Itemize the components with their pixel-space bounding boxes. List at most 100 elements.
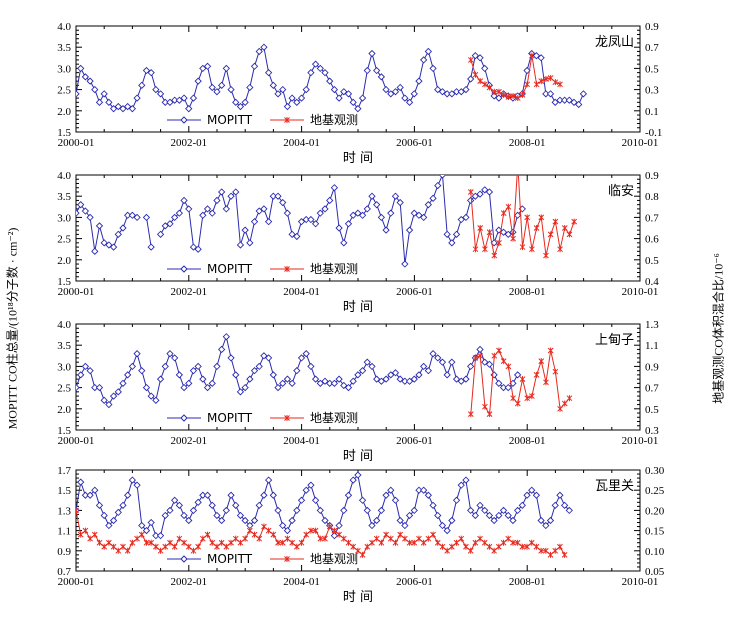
x-axis-label: 时 间 (343, 300, 373, 315)
ground-point (547, 74, 554, 81)
ground-point (561, 225, 568, 231)
mopitt-point (77, 371, 85, 379)
mopitt-point (429, 350, 437, 358)
mopitt-point (114, 102, 122, 111)
ground-point (138, 531, 145, 538)
mopitt-point (109, 516, 118, 525)
y2-tick-label: 0.9 (645, 21, 659, 33)
x-tick-label: 2008-01 (509, 137, 546, 149)
ground-point (153, 543, 159, 550)
ground-point (434, 539, 441, 546)
mopitt-point (420, 213, 428, 222)
mopitt-point (180, 94, 188, 102)
y-tick-label: 1.5 (57, 425, 71, 437)
mopitt-point (171, 96, 179, 104)
series-ground (467, 347, 573, 418)
mopitt-point (77, 478, 85, 486)
ground-point (472, 354, 479, 361)
mopitt-point (443, 90, 451, 98)
y-tick-label: 4.0 (57, 319, 71, 331)
mopitt-point (387, 209, 395, 217)
mopitt-point (180, 196, 188, 205)
ground-point (209, 539, 216, 546)
y-tick-label: 3.0 (57, 212, 71, 224)
ground-point (510, 539, 516, 546)
y2-tick-label: 0.1 (645, 106, 659, 118)
ground-point (514, 539, 521, 546)
y2-tick-label: 0.3 (645, 85, 659, 97)
mopitt-point (138, 521, 146, 530)
mopitt-point (504, 230, 512, 238)
mopitt-point (208, 501, 216, 509)
mopitt-point (490, 239, 498, 247)
mopitt-point (462, 213, 470, 222)
mopitt-point (495, 511, 503, 520)
ground-point (467, 547, 474, 554)
mopitt-point (264, 476, 273, 484)
mopitt-point (391, 192, 400, 200)
mopitt-point (161, 222, 169, 230)
mopitt-point (307, 215, 315, 224)
mopitt-point (438, 521, 447, 530)
ground-point (482, 81, 488, 88)
mopitt-point (415, 77, 423, 85)
mopitt-point (537, 54, 545, 62)
mopitt-point (443, 526, 451, 535)
mopitt-point (218, 345, 226, 354)
ground-point (448, 543, 455, 550)
mopitt-point (147, 69, 155, 77)
mopitt-point (485, 360, 494, 368)
mopitt-point (124, 371, 132, 379)
mopitt-point (269, 371, 277, 379)
ground-point (477, 352, 484, 359)
mopitt-point (302, 215, 310, 224)
y-tick-label: 4.0 (57, 21, 71, 33)
ground-point (467, 188, 474, 195)
ground-point (383, 531, 389, 538)
ground-point (162, 543, 169, 550)
ground-point (331, 527, 338, 534)
ground-point (359, 551, 366, 558)
mopitt-point (293, 506, 301, 515)
mopitt-point (424, 367, 432, 375)
ground-point (519, 91, 526, 98)
ground-point (486, 84, 493, 91)
mopitt-point (373, 516, 381, 525)
mopitt-point (274, 90, 282, 98)
mopitt-point (504, 511, 512, 520)
mopitt-point (77, 201, 85, 209)
ground-point (345, 539, 352, 546)
legend-label-ground: 地基观测 (310, 552, 358, 566)
mopitt-point (199, 64, 207, 73)
ground-point (547, 231, 554, 238)
ground-point (148, 539, 155, 546)
ground-point (157, 547, 164, 554)
ground-point (495, 543, 502, 550)
ground-point (256, 535, 263, 542)
mopitt-point (513, 211, 522, 219)
mopitt-point (274, 506, 282, 515)
ground-point (355, 547, 361, 554)
ground-point (514, 400, 521, 407)
ground-point (143, 539, 150, 546)
mopitt-point (255, 207, 263, 215)
mopitt-point (316, 379, 324, 387)
mopitt-point (241, 226, 249, 234)
mopitt-point (185, 105, 193, 113)
mopitt-point (91, 85, 99, 94)
mopitt-point (100, 511, 108, 520)
x-tick-label: 2008-01 (509, 286, 546, 298)
mopitt-point (405, 98, 414, 106)
legend: MOPITT 地基观测 (167, 552, 358, 566)
x-tick-label: 2006-01 (396, 137, 433, 149)
x-tick-label: 2010-01 (622, 137, 659, 149)
y-tick-label: 1.3 (57, 505, 71, 517)
mopitt-point (203, 491, 212, 499)
mopitt-point (307, 362, 315, 371)
ground-point (87, 535, 93, 542)
mopitt-point (199, 375, 207, 383)
mopitt-point (490, 92, 498, 100)
x-tick-label: 2004-01 (283, 137, 320, 149)
ground-point (482, 403, 488, 410)
mopitt-point (462, 476, 470, 484)
